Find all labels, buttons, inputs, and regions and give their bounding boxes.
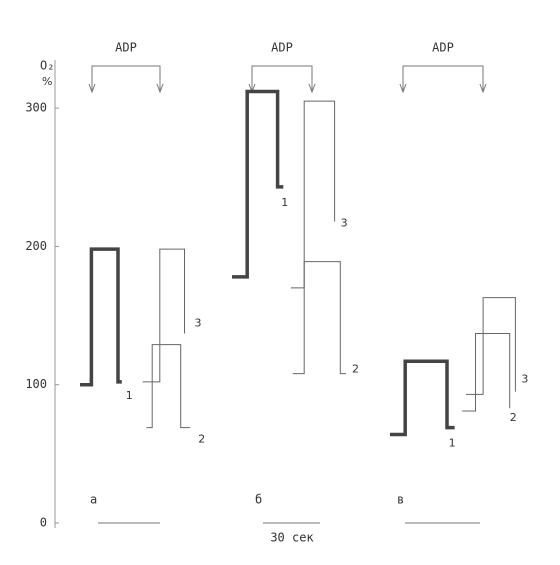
scale-label: 30 сек	[270, 531, 314, 545]
y-tick-label: 100	[25, 377, 47, 391]
trace	[80, 247, 122, 387]
y-tick-label: 200	[25, 239, 47, 253]
y-label: O₂	[40, 59, 54, 73]
trace-label: 3	[521, 373, 528, 386]
trace-label: 2	[352, 363, 359, 376]
trace-label: 1	[449, 437, 456, 450]
trace	[466, 297, 516, 395]
trace	[232, 89, 284, 279]
trace-label: 1	[126, 389, 133, 402]
trace-label: 2	[198, 433, 205, 446]
trace-label: 3	[195, 317, 202, 330]
panel-label: a	[90, 493, 97, 507]
y-label-unit: %	[42, 75, 52, 88]
trace	[292, 261, 346, 375]
trace	[142, 248, 185, 383]
marker-bracket	[248, 65, 316, 94]
marker-bracket	[399, 65, 487, 94]
trace-label: 2	[510, 411, 517, 424]
trace	[290, 100, 336, 289]
marker-label: ADP	[115, 41, 137, 55]
trace	[146, 344, 191, 429]
marker-label: ADP	[432, 41, 454, 55]
trace-label: 1	[281, 196, 288, 209]
panel-label: в	[397, 493, 404, 507]
trace	[462, 333, 511, 412]
marker-label: ADP	[271, 41, 293, 55]
marker-bracket	[88, 65, 164, 94]
trace	[390, 359, 455, 437]
y-tick-label: 0	[40, 516, 47, 530]
y-tick-label: 300	[25, 101, 47, 115]
panel-label: б	[255, 493, 262, 507]
trace-label: 3	[341, 217, 348, 230]
